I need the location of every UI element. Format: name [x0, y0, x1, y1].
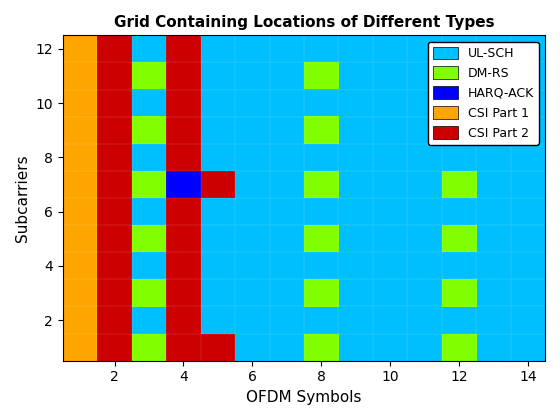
Legend: UL-SCH, DM-RS, HARQ-ACK, CSI Part 1, CSI Part 2: UL-SCH, DM-RS, HARQ-ACK, CSI Part 1, CSI…: [427, 42, 539, 145]
Title: Grid Containing Locations of Different Types: Grid Containing Locations of Different T…: [114, 15, 494, 30]
X-axis label: OFDM Symbols: OFDM Symbols: [246, 390, 362, 405]
Y-axis label: Subcarriers: Subcarriers: [15, 154, 30, 242]
